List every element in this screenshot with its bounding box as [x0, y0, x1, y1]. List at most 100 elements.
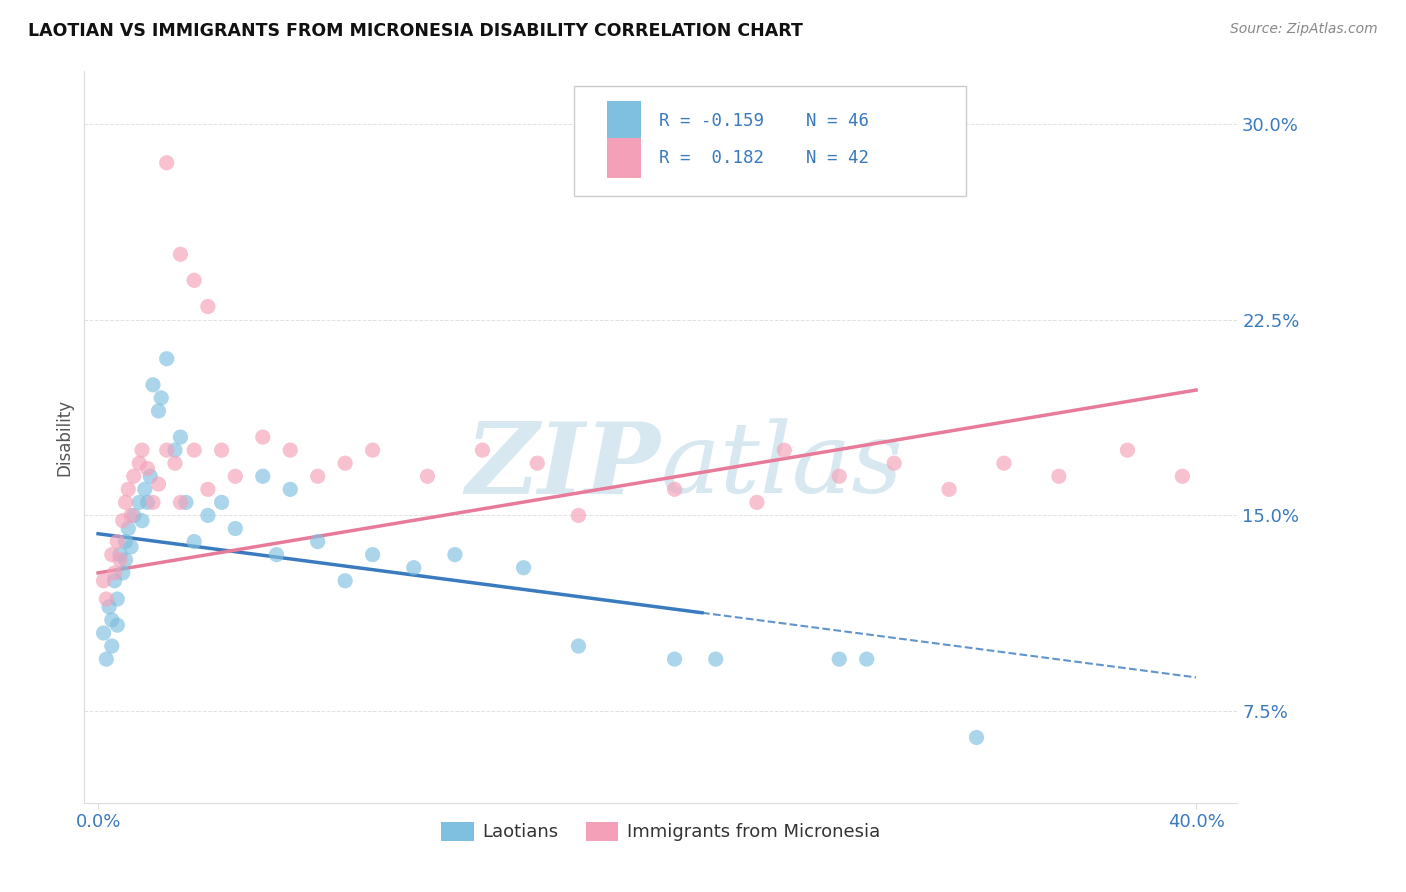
- Point: [183, 534, 205, 549]
- Point: [169, 430, 191, 444]
- Point: [128, 456, 150, 470]
- Point: [114, 495, 136, 509]
- Point: [122, 469, 145, 483]
- Point: [211, 495, 233, 509]
- Point: [108, 553, 131, 567]
- Point: [136, 461, 159, 475]
- Point: [361, 443, 384, 458]
- Text: Source: ZipAtlas.com: Source: ZipAtlas.com: [1230, 22, 1378, 37]
- Text: LAOTIAN VS IMMIGRANTS FROM MICRONESIA DISABILITY CORRELATION CHART: LAOTIAN VS IMMIGRANTS FROM MICRONESIA DI…: [28, 22, 803, 40]
- Point: [252, 469, 274, 483]
- Point: [122, 508, 145, 523]
- Point: [156, 156, 179, 170]
- Point: [307, 534, 329, 549]
- Point: [96, 652, 118, 666]
- Point: [148, 404, 170, 418]
- Point: [278, 443, 301, 458]
- Point: [114, 534, 136, 549]
- Point: [103, 574, 125, 588]
- Point: [197, 483, 219, 497]
- Text: R =  0.182    N = 42: R = 0.182 N = 42: [658, 149, 869, 167]
- Point: [101, 548, 124, 562]
- Point: [966, 731, 988, 745]
- Text: ZIP: ZIP: [465, 418, 661, 515]
- Point: [103, 566, 125, 580]
- Point: [114, 553, 136, 567]
- Point: [828, 469, 851, 483]
- Point: [567, 508, 589, 523]
- Point: [117, 483, 139, 497]
- Point: [1171, 469, 1194, 483]
- Point: [98, 599, 121, 614]
- Point: [224, 521, 246, 535]
- Y-axis label: Disability: Disability: [55, 399, 73, 475]
- Point: [416, 469, 439, 483]
- Point: [174, 495, 197, 509]
- Point: [128, 495, 150, 509]
- Bar: [606, 137, 641, 178]
- Point: [664, 652, 686, 666]
- Point: [169, 495, 191, 509]
- Point: [938, 483, 960, 497]
- Point: [150, 391, 173, 405]
- Point: [855, 652, 877, 666]
- Point: [183, 443, 205, 458]
- Text: atlas: atlas: [661, 418, 904, 514]
- Point: [1047, 469, 1070, 483]
- FancyBboxPatch shape: [575, 86, 966, 195]
- Point: [156, 443, 179, 458]
- Point: [156, 351, 179, 366]
- Text: R = -0.159    N = 46: R = -0.159 N = 46: [658, 112, 869, 130]
- Point: [773, 443, 796, 458]
- Point: [120, 508, 142, 523]
- Point: [333, 456, 356, 470]
- Point: [111, 514, 134, 528]
- Point: [142, 377, 165, 392]
- Point: [745, 495, 768, 509]
- Point: [139, 469, 162, 483]
- Point: [402, 560, 425, 574]
- Point: [471, 443, 494, 458]
- Point: [169, 247, 191, 261]
- Point: [1116, 443, 1139, 458]
- Point: [108, 548, 131, 562]
- Point: [197, 508, 219, 523]
- Point: [105, 592, 128, 607]
- Point: [105, 534, 128, 549]
- Point: [526, 456, 548, 470]
- Point: [252, 430, 274, 444]
- Point: [361, 548, 384, 562]
- Point: [142, 495, 165, 509]
- Point: [93, 626, 115, 640]
- Point: [136, 495, 159, 509]
- Point: [131, 514, 153, 528]
- Point: [101, 613, 124, 627]
- Point: [96, 592, 118, 607]
- Point: [134, 483, 156, 497]
- Point: [993, 456, 1015, 470]
- Point: [266, 548, 288, 562]
- Point: [883, 456, 905, 470]
- Point: [120, 540, 142, 554]
- Point: [512, 560, 534, 574]
- Point: [197, 300, 219, 314]
- Point: [163, 443, 186, 458]
- Point: [704, 652, 727, 666]
- Point: [131, 443, 153, 458]
- Legend: Laotians, Immigrants from Micronesia: Laotians, Immigrants from Micronesia: [434, 814, 887, 848]
- Point: [333, 574, 356, 588]
- Point: [211, 443, 233, 458]
- Point: [105, 618, 128, 632]
- Point: [93, 574, 115, 588]
- Point: [117, 521, 139, 535]
- Point: [278, 483, 301, 497]
- Point: [307, 469, 329, 483]
- Bar: [606, 101, 641, 141]
- Point: [224, 469, 246, 483]
- Point: [148, 477, 170, 491]
- Point: [163, 456, 186, 470]
- Point: [664, 483, 686, 497]
- Point: [111, 566, 134, 580]
- Point: [567, 639, 589, 653]
- Point: [828, 652, 851, 666]
